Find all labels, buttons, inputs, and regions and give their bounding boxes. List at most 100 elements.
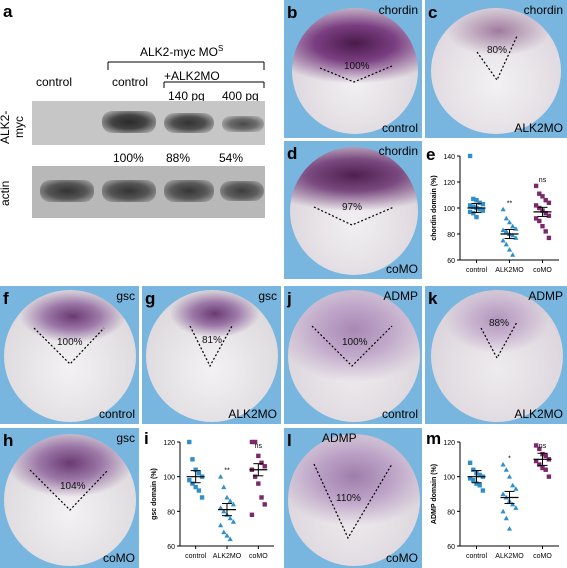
embryo-c: [431, 8, 561, 134]
data-point: [546, 474, 552, 479]
data-point: [190, 457, 195, 462]
data-point: [533, 216, 539, 221]
data-point: [467, 476, 473, 481]
y-tick-label: 80: [447, 232, 455, 239]
data-point: [218, 505, 224, 510]
probe-g: gsc: [258, 289, 277, 303]
data-point: [187, 477, 192, 483]
embryo-panel-j: j ADMP 100% control: [284, 286, 422, 424]
data-point: [477, 207, 482, 212]
embryo-h: [4, 434, 136, 566]
data-point: [256, 481, 261, 486]
data-point: [513, 505, 519, 510]
data-point: [500, 508, 506, 514]
panel-label-h: h: [3, 431, 14, 450]
lane-label-control-2: control: [112, 75, 149, 89]
data-point: [221, 508, 227, 514]
alk2-row-label: ALK2-myc: [0, 110, 26, 144]
data-point: [506, 474, 513, 479]
data-point: [196, 488, 202, 493]
data-point: [503, 228, 509, 234]
data-point: [537, 218, 542, 224]
condition-j: control: [381, 407, 418, 421]
probe-c: chordin: [523, 3, 563, 17]
western-header-sup: S: [218, 44, 224, 53]
y-axis-label: ADMP domain (%): [431, 464, 438, 524]
condition-l: coMO: [385, 551, 418, 565]
data-point: [252, 474, 258, 479]
y-tick-label: 140: [443, 154, 455, 161]
embryo-l: [288, 434, 420, 566]
significance-label: **: [224, 468, 230, 475]
angle-b: [319, 65, 393, 83]
data-point: [224, 494, 230, 500]
data-point: [199, 495, 205, 500]
panel-label-f: f: [3, 289, 9, 308]
data-point: [218, 522, 224, 528]
pct-88: 88%: [166, 151, 191, 165]
western-brackets: [107, 61, 265, 88]
chart-chordin: 60 80 100 120 140 chordin domain (%) control AL…: [431, 153, 559, 274]
lane-label-140pg: 140 pg: [168, 89, 205, 103]
data-point: [510, 223, 516, 229]
embryo-f: [4, 290, 136, 422]
y-tick-label: 80: [167, 509, 175, 516]
significance-label: ns: [255, 443, 263, 450]
data-point: [252, 439, 258, 445]
data-point: [546, 200, 552, 205]
data-point: [467, 209, 473, 215]
embryo-panel-f: f gsc 100% control: [0, 286, 139, 424]
data-point: [221, 529, 227, 535]
embryo-panel-g: g gsc 81% ALK2MO: [142, 286, 281, 424]
x-tick-label: coMO: [533, 267, 552, 274]
data-point: [467, 153, 473, 159]
data-point: [500, 227, 506, 233]
data-point: [196, 471, 202, 476]
data-point: [543, 198, 548, 203]
pct-f: 100%: [57, 337, 83, 348]
y-tick-label: 80: [447, 509, 455, 516]
y-tick-label: 120: [443, 440, 455, 447]
y-tick-label: 120: [443, 180, 455, 187]
data-point: [537, 191, 542, 196]
data-point: [537, 205, 542, 211]
pct-k: 88%: [489, 318, 510, 329]
data-point: [510, 232, 516, 238]
angle-d: [313, 206, 395, 226]
data-point: [256, 453, 261, 459]
data-point: [480, 488, 486, 493]
panel-label-a: a: [3, 2, 13, 21]
pct-d: 97%: [342, 202, 363, 213]
data-point: [227, 515, 233, 521]
data-point: [471, 211, 476, 216]
actin-row-label: actin: [0, 180, 12, 206]
y-tick-label: 100: [163, 475, 175, 482]
embryo-panel-d: d chordin 97% coMO: [284, 141, 422, 279]
probe-f: gsc: [116, 289, 135, 303]
blot-alk2: [32, 101, 265, 145]
x-tick-label: ALK2MO: [213, 553, 242, 560]
data-point: [546, 235, 552, 241]
data-point: [533, 458, 539, 464]
chart-gsc: 60 80 100 120 gsc domain (%) control ALK2MO ** c…: [151, 439, 274, 560]
pct-l: 110%: [336, 493, 361, 504]
panel-label-g: g: [145, 289, 156, 308]
angle-g: [189, 325, 233, 368]
data-point: [503, 215, 509, 221]
data-point: [543, 211, 548, 216]
data-point: [471, 196, 476, 202]
data-point: [543, 229, 548, 234]
data-point: [503, 467, 509, 472]
data-point: [474, 198, 479, 203]
data-point: [218, 474, 224, 479]
condition-c: ALK2MO: [514, 121, 563, 135]
data-point: [230, 501, 236, 507]
condition-g: ALK2MO: [228, 407, 277, 421]
data-point: [227, 536, 233, 542]
pct-j: 100%: [342, 337, 368, 348]
data-point: [546, 213, 552, 218]
panel-label-d: d: [287, 144, 298, 163]
data-point: [259, 460, 264, 465]
data-point: [227, 498, 233, 503]
band-400pg: [222, 116, 264, 132]
